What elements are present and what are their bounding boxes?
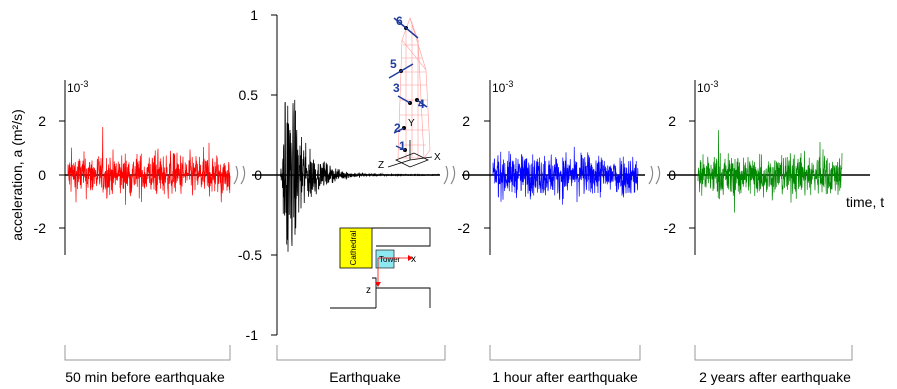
plan-axis-z: z xyxy=(366,285,371,296)
tower-axis-x: X xyxy=(434,152,441,163)
bracket-years xyxy=(694,345,853,361)
y-tick-label-years: 0 xyxy=(668,167,676,183)
panel-years: 2 0 -2 10-3 xyxy=(664,79,843,255)
axis-break-3 xyxy=(645,165,667,185)
panel-before: 2 0 -2 10-3 xyxy=(34,79,231,255)
tower-level-label: 2 xyxy=(394,121,401,135)
y-axis-title: acceleration, a (m²/s) xyxy=(9,109,25,240)
cathedral-label: Cathedral xyxy=(349,230,358,265)
tower-level-label: 1 xyxy=(399,139,406,153)
tower-level-label: 3 xyxy=(393,81,400,95)
panel-quake: 1 0.5 0 -0.5 -1 xyxy=(238,7,441,343)
panel-hour: 2 0 -2 10-3 xyxy=(458,79,639,255)
axis-break-2 xyxy=(440,165,462,185)
y-tick-label-years: 2 xyxy=(668,113,676,129)
bracket-hour xyxy=(489,345,641,361)
tower-axis-z: Z xyxy=(378,160,384,171)
tower-level-label: 5 xyxy=(390,57,397,71)
y-tick-label-quake: -1 xyxy=(246,327,259,343)
scale-label-hour: 10-3 xyxy=(492,79,513,95)
y-tick-label-hour: 0 xyxy=(462,167,470,183)
plan-axis-x: x xyxy=(411,254,416,265)
series-before xyxy=(67,126,231,205)
tower-mesh-inset: 6 5 3 4 2 1 Y X Z xyxy=(378,14,441,171)
y-tick-label-before: 2 xyxy=(38,113,46,129)
tower-label: Tower xyxy=(379,255,401,264)
period-label-years: 2 years after earthquake xyxy=(699,369,851,385)
series-quake xyxy=(279,99,441,252)
period-label-hour: 1 hour after earthquake xyxy=(492,369,638,385)
plan-inset: Cathedral Tower x z xyxy=(330,227,431,309)
y-tick-label-hour: 2 xyxy=(462,113,470,129)
y-tick-label-before: 0 xyxy=(38,167,46,183)
period-label-quake: Earthquake xyxy=(329,369,401,385)
cathedral-box xyxy=(339,227,373,269)
y-tick-label-years: -2 xyxy=(664,220,677,236)
x-axis-title: time, t xyxy=(846,194,884,210)
tower-box xyxy=(375,249,395,269)
scale-label-years: 10-3 xyxy=(697,79,718,95)
y-tick-label-quake: 1 xyxy=(250,7,258,23)
tower-axis-y: Y xyxy=(408,118,415,129)
scale-label-before: 10-3 xyxy=(67,79,88,95)
axis-break-1 xyxy=(230,165,252,185)
tower-level-label: 6 xyxy=(396,14,403,28)
series-hour xyxy=(492,146,639,205)
y-tick-label-hour: -2 xyxy=(458,220,471,236)
y-tick-label-quake: -0.5 xyxy=(238,247,262,263)
bracket-before xyxy=(64,345,231,361)
y-tick-label-before: -2 xyxy=(34,220,47,236)
period-label-before: 50 min before earthquake xyxy=(65,369,225,385)
y-tick-label-quake: 0.5 xyxy=(239,87,259,103)
bracket-quake xyxy=(276,345,446,361)
series-years xyxy=(697,130,843,213)
tower-level-label: 4 xyxy=(418,97,425,111)
y-tick-label-quake: 0 xyxy=(254,167,262,183)
